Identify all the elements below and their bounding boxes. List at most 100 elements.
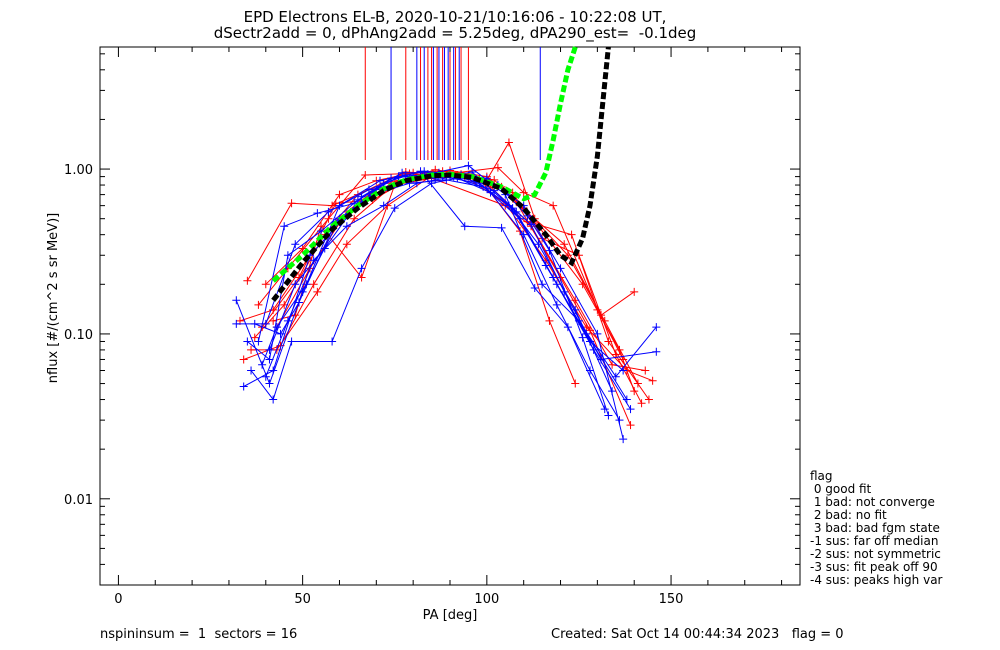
blue-point-marker (582, 329, 591, 338)
red-point-marker (637, 399, 646, 408)
blue-point-marker (283, 251, 292, 260)
red-point-marker (608, 360, 617, 369)
blue-point-marker (464, 161, 473, 170)
red-point-marker (309, 280, 318, 289)
blue-point-marker (376, 176, 384, 185)
blue-series-line (261, 170, 609, 416)
legend-item: 2 bad: no fit (810, 508, 887, 522)
x-tick-label: 150 (659, 592, 684, 607)
axes: 0 50 100 150 0.01 0.10 1.00 (64, 47, 800, 607)
blue-point-marker (586, 366, 594, 375)
red-point-marker (250, 333, 259, 342)
blue-point-marker (239, 382, 248, 391)
blue-point-marker (309, 256, 318, 265)
legend-item: 0 good fit (810, 482, 872, 496)
blue-point-marker (357, 264, 366, 273)
blue-point-marker (497, 223, 506, 232)
blue-series-line (269, 172, 628, 400)
legend-header: flag (810, 469, 833, 483)
blue-point-marker (258, 360, 267, 369)
red-point-marker (361, 171, 370, 180)
red-series-line (276, 173, 635, 392)
blue-point-marker (232, 296, 241, 305)
blue-point-marker (519, 230, 528, 239)
flag-legend: flag 0 good fit 1 bad: not converge 2 ba… (810, 470, 942, 587)
blue-point-marker (541, 261, 550, 270)
blue-point-marker (291, 240, 300, 249)
blue-point-marker (600, 405, 609, 414)
red-point-marker (504, 138, 513, 147)
blue-point-marker (652, 347, 661, 356)
footer-spin-info: nspininsum = 1 sectors = 16 (100, 627, 298, 642)
red-point-marker (567, 230, 576, 239)
x-tick-label: 100 (474, 592, 499, 607)
legend-item: -2 sus: not symmetric (810, 547, 941, 561)
blue-point-marker (379, 201, 388, 210)
blue-point-marker (357, 192, 366, 201)
blue-series-line (250, 177, 657, 401)
red-point-marker (243, 276, 252, 285)
legend-item: -4 sus: peaks high var (810, 573, 943, 587)
red-point-marker (560, 240, 569, 249)
blue-point-marker (294, 298, 303, 307)
blue-point-marker (578, 333, 587, 342)
red-point-marker (335, 190, 344, 199)
blue-point-marker (552, 300, 561, 309)
blue-point-marker (254, 337, 263, 346)
black-fit-curve (271, 46, 611, 302)
blue-point-marker (280, 222, 289, 231)
blue-point-marker (265, 345, 274, 354)
y-tick-label: 0.01 (64, 493, 93, 508)
blue-point-marker (291, 280, 300, 289)
red-point-marker (641, 366, 650, 375)
legend-item: 3 bad: bad fgm state (810, 521, 940, 535)
blue-point-marker (622, 395, 631, 404)
red-point-marker (648, 376, 657, 385)
red-series-line (265, 169, 639, 384)
blue-point-marker (615, 416, 624, 425)
blue-point-marker (313, 209, 322, 218)
red-point-marker (350, 214, 359, 223)
blue-point-marker (420, 167, 429, 176)
red-point-marker (545, 316, 554, 325)
blue-point-marker (243, 337, 252, 346)
fit-curves (271, 46, 611, 302)
y-tick-label: 1.00 (64, 163, 93, 178)
red-point-marker (254, 300, 263, 309)
blue-point-marker (320, 244, 329, 253)
red-point-marker (298, 244, 307, 253)
blue-point-marker (556, 264, 565, 273)
blue-point-marker (283, 316, 292, 325)
red-point-marker (549, 201, 558, 210)
blue-point-marker (593, 329, 602, 338)
blue-point-marker (232, 319, 241, 328)
legend-item: -3 sus: fit peak off 90 (810, 560, 938, 574)
blue-point-marker (328, 337, 337, 346)
blue-point-marker (398, 168, 407, 177)
red-point-marker (604, 337, 613, 346)
blue-point-marker (508, 204, 517, 213)
red-point-marker (239, 355, 248, 364)
red-point-marker (261, 280, 270, 289)
red-point-marker (313, 287, 322, 296)
red-point-marker (357, 273, 366, 282)
y-axis-label: nflux [#/(cm^2 s sr MeV)] (46, 213, 61, 383)
blue-series-line (254, 179, 631, 410)
footer-created-info: Created: Sat Oct 14 00:44:34 2023 flag =… (551, 627, 844, 642)
red-series-line (246, 177, 646, 371)
x-axis-label: PA [deg] (423, 608, 478, 623)
blue-point-marker (545, 246, 554, 255)
red-point-marker (644, 395, 653, 404)
red-point-marker (342, 240, 351, 249)
red-point-marker (571, 379, 580, 388)
x-tick-label: 0 (114, 592, 122, 607)
blue-point-marker (460, 222, 469, 231)
data-series (232, 138, 661, 444)
blue-point-marker (335, 201, 344, 210)
legend-item: -1 sus: far off median (810, 534, 939, 548)
red-point-marker (626, 421, 635, 430)
y-tick-label: 0.10 (64, 328, 93, 343)
chart-title-line1: EPD Electrons EL-B, 2020-10-21/10:16:06 … (243, 8, 667, 26)
blue-point-marker (342, 222, 351, 231)
